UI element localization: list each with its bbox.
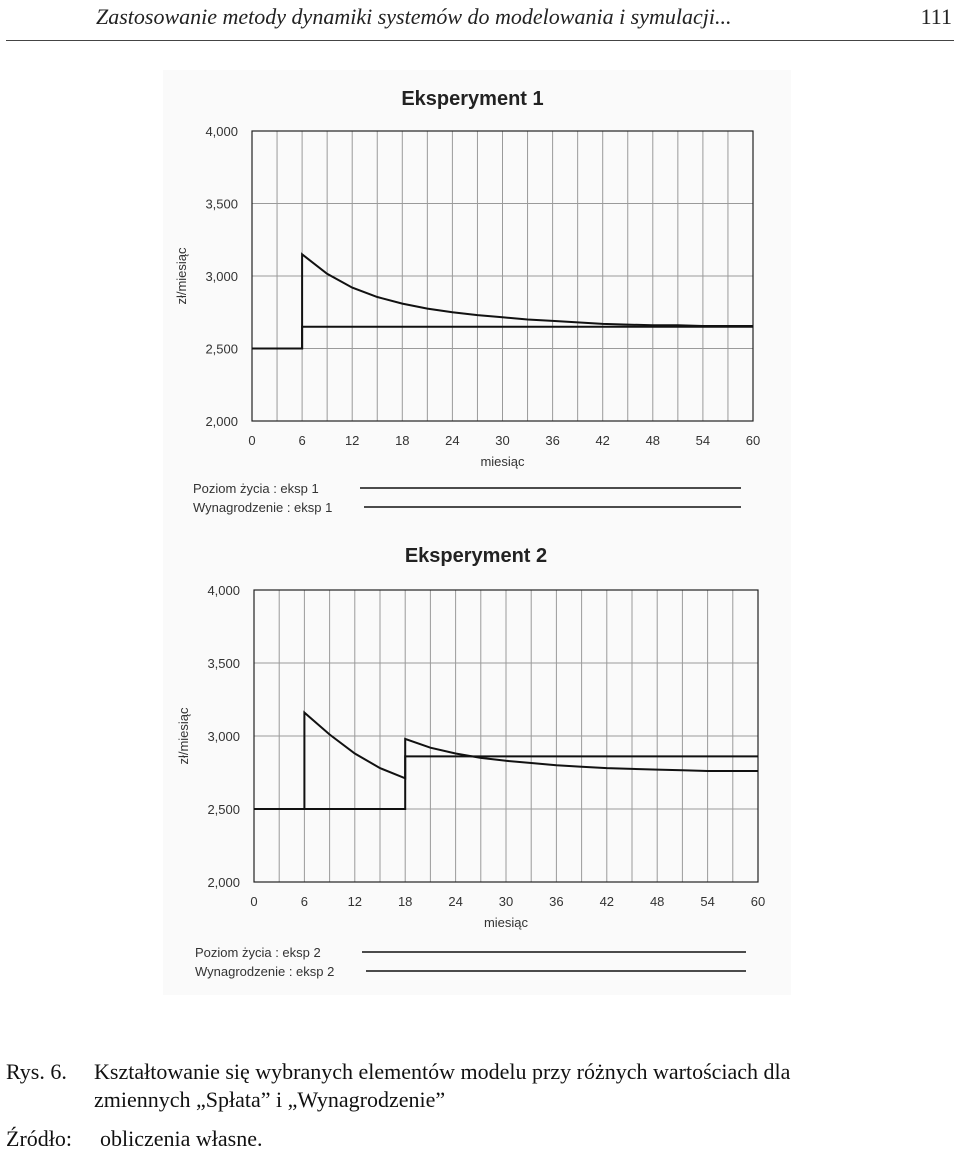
running-title: Zastosowanie metody dynamiki systemów do… [96,4,732,29]
x-tick-label: 0 [248,433,255,448]
y-tick-label: 3,500 [207,656,240,671]
x-tick-label: 42 [600,894,614,909]
x-axis-label: miesiąc [480,454,525,469]
y-tick-label: 3,000 [205,269,238,284]
source-label: Źródło: [6,1126,72,1151]
chart-2: Eksperyment 2 4,000 3,500 3,000 2,500 2,000 0 6… [176,545,765,979]
x-tick-label: 30 [499,894,513,909]
x-tick-label: 54 [696,433,710,448]
page-number: 111 [920,4,952,29]
x-tick-label: 6 [298,433,305,448]
x-tick-label: 12 [345,433,359,448]
x-tick-label: 30 [495,433,509,448]
x-tick-label: 18 [398,894,412,909]
plot-frame [253,589,759,883]
series-line-wynagrodzenie [252,325,753,350]
x-tick-label: 48 [650,894,664,909]
x-tick-label: 54 [700,894,714,909]
legend-label: Poziom życia : eksp 2 [195,945,321,960]
chart-1: Eksperyment 1 4,000 3,500 3,000 2,500 2,000 0 6… [174,88,760,515]
x-tick-label: 18 [395,433,409,448]
x-tick-label: 24 [445,433,459,448]
chart-title: Eksperyment 1 [401,88,543,110]
legend-label: Wynagrodzenie : eksp 2 [195,964,334,979]
figure-charts: Eksperyment 1 4,000 3,500 3,000 2,500 2,000 0 6… [174,88,765,979]
x-tick-label: 60 [746,433,760,448]
plot-frame [251,130,754,422]
source-text: obliczenia własne. [100,1126,263,1151]
y-tick-label: 3,500 [205,197,238,212]
x-tick-label: 36 [545,433,559,448]
series-line-poziom-zycia [252,252,753,350]
x-tick-label: 36 [549,894,563,909]
y-axis-label: zł/miesiąc [174,247,189,305]
y-tick-label: 3,000 [207,729,240,744]
y-tick-label: 2,000 [207,875,240,890]
x-tick-label: 12 [348,894,362,909]
x-tick-label: 0 [250,894,257,909]
y-tick-label: 2,500 [205,342,238,357]
legend-label: Wynagrodzenie : eksp 1 [193,500,332,515]
caption-text-line2: zmiennych „Spłata” i „Wynagrodzenie” [94,1087,446,1112]
caption-text-line1: Kształtowanie się wybranych elementów mo… [94,1059,791,1084]
y-tick-label: 4,000 [205,124,238,139]
x-tick-label: 24 [448,894,462,909]
y-axis-label: zł/miesiąc [176,707,191,765]
y-tick-label: 2,500 [207,802,240,817]
header-rule [6,40,954,41]
x-tick-label: 60 [751,894,765,909]
legend-label: Poziom życia : eksp 1 [193,481,319,496]
chart-title: Eksperyment 2 [405,545,547,567]
y-tick-label: 4,000 [207,583,240,598]
source-note: Źródło: obliczenia własne. [6,1126,263,1152]
x-axis-label: miesiąc [484,915,529,930]
series-line-poziom-zycia [254,710,758,810]
x-tick-label: 48 [646,433,660,448]
y-tick-label: 2,000 [205,414,238,429]
series-line-wynagrodzenie [254,755,758,810]
caption-label: Rys. 6. [6,1059,67,1084]
x-tick-label: 6 [301,894,308,909]
x-tick-label: 42 [595,433,609,448]
figure-caption: Rys. 6. Kształtowanie się wybranych eleme… [6,1058,960,1114]
